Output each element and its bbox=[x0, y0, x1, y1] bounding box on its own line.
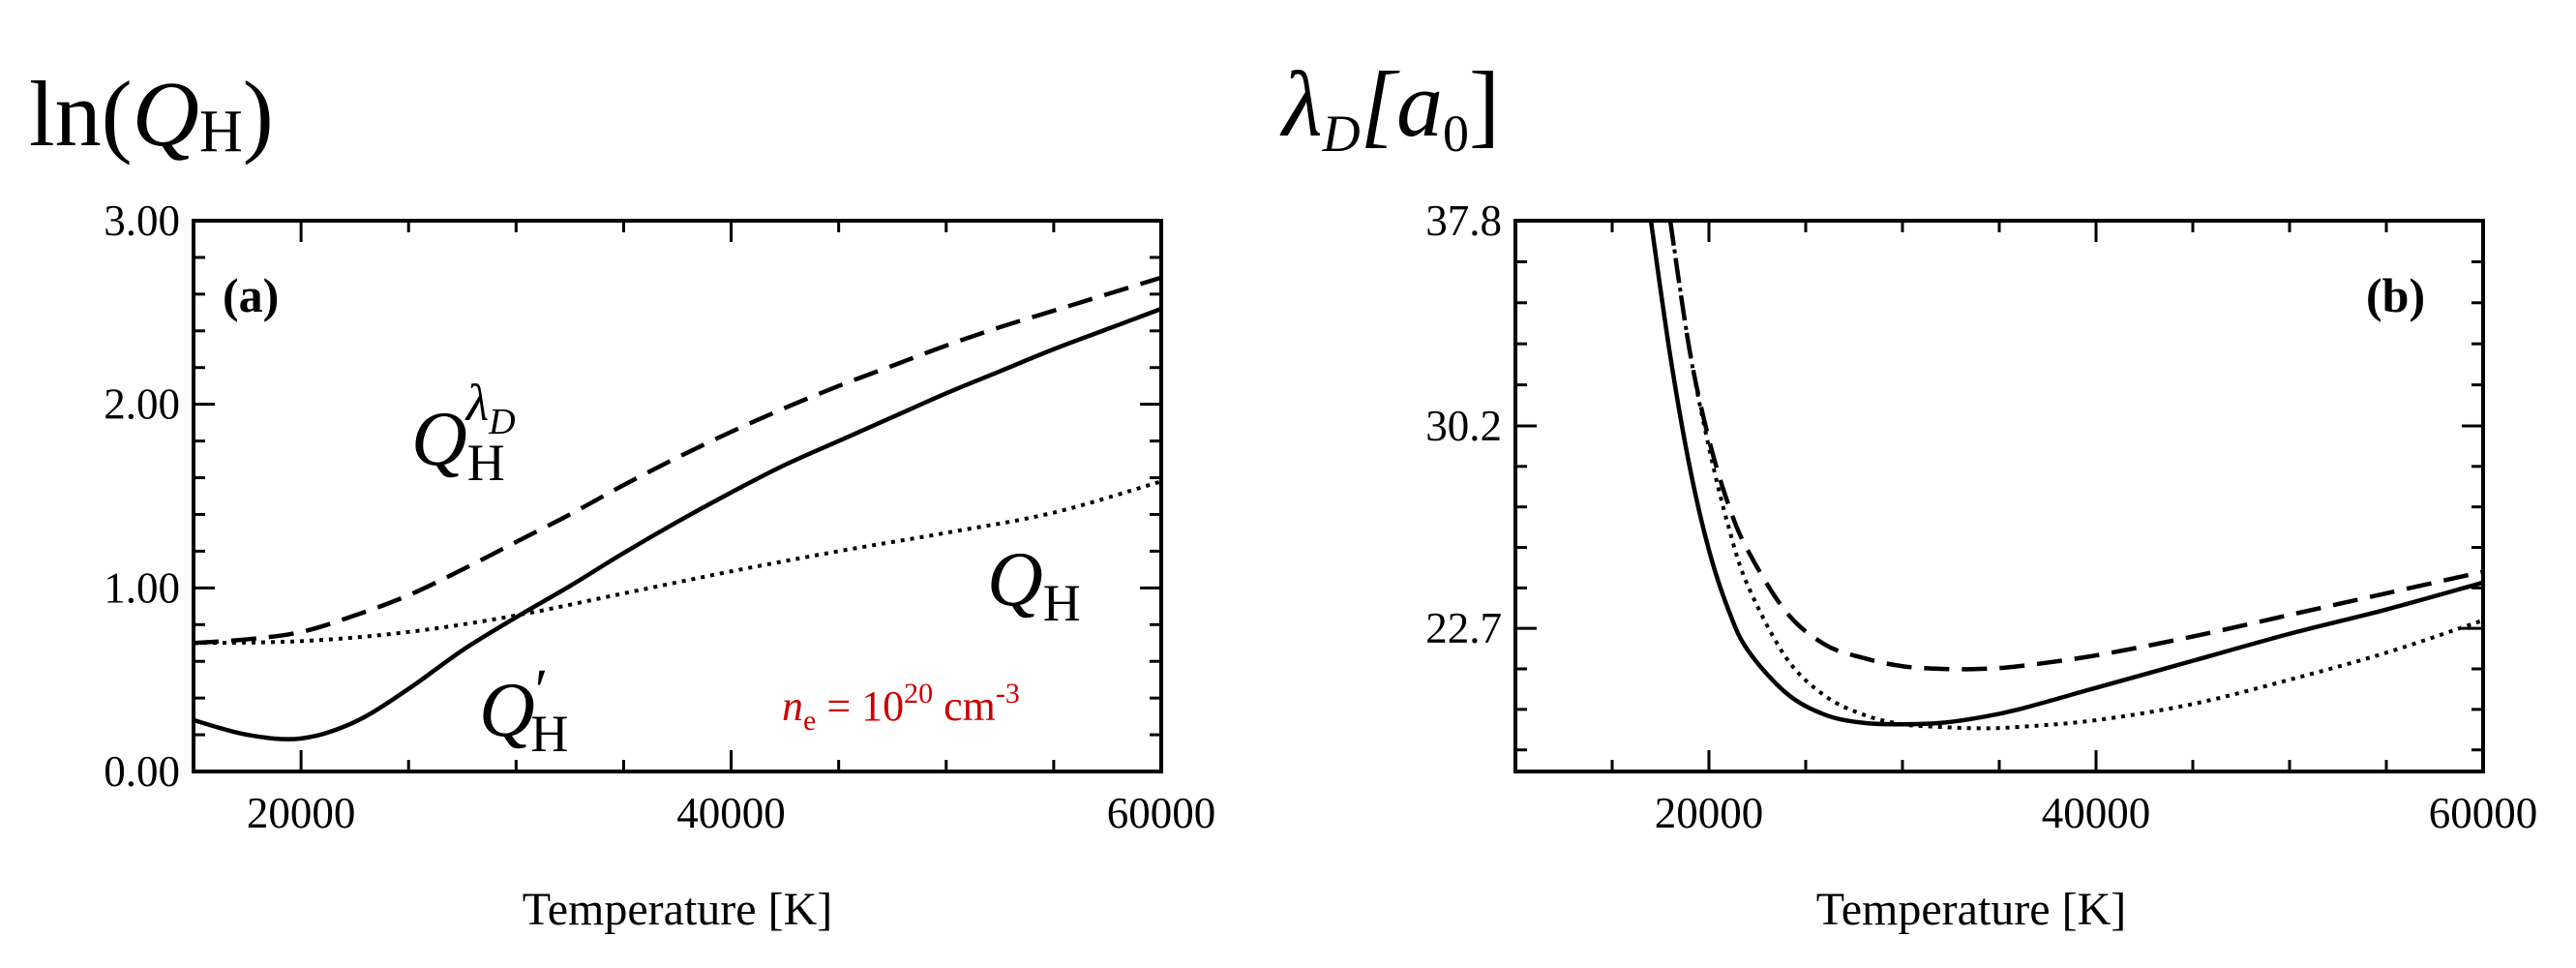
density-annotation: ne = 1020 cm-3 bbox=[782, 678, 1020, 737]
panel-a-ytick-label: 2.00 bbox=[104, 380, 180, 429]
panel-b-ylabel-bracket: [a bbox=[1361, 52, 1443, 156]
label-q-lambda-sub: H bbox=[467, 434, 505, 492]
panel-a-xlabel: Temperature [K] bbox=[523, 884, 832, 935]
panel-b-xlabel: Temperature [K] bbox=[1816, 884, 2126, 935]
label-q-prime-sub: H bbox=[530, 705, 568, 763]
panel-b-ylabel-bracket-sub: 0 bbox=[1443, 105, 1469, 163]
panel-b-series-solid bbox=[1648, 221, 2483, 727]
panel-b-series-dotted bbox=[1668, 221, 2483, 731]
panel-b-ylabel-close: ] bbox=[1469, 52, 1500, 156]
label-q-prime: Q′ H bbox=[479, 658, 568, 763]
panel-a-series-solid bbox=[194, 306, 1161, 741]
density-sub: e bbox=[803, 705, 816, 737]
panel-a-ylabel-main: ln( bbox=[29, 62, 133, 166]
panel-a-curves bbox=[194, 275, 1161, 741]
panel-a-ylabel-close: ) bbox=[243, 62, 274, 166]
panel-b-ylabel-sub: D bbox=[1322, 105, 1361, 163]
panel-a-xtick-label: 60000 bbox=[1107, 789, 1216, 837]
panel-a-ylabel-sym: Q bbox=[133, 62, 199, 166]
density-n: n bbox=[782, 682, 803, 730]
density-unit: cm bbox=[933, 682, 996, 730]
panel-b-ytick-label: 37.8 bbox=[1425, 197, 1502, 245]
panel-a-ytick-label: 3.00 bbox=[104, 197, 180, 245]
panel-b-ytick-label: 30.2 bbox=[1425, 402, 1502, 450]
label-q-h-sub: H bbox=[1043, 574, 1081, 632]
panel-b-xtick-label: 20000 bbox=[1655, 789, 1764, 837]
label-q-h: QH bbox=[987, 537, 1081, 632]
label-q-lambda-sym: Q bbox=[411, 397, 467, 482]
panel-b-xtick-label: 40000 bbox=[2042, 789, 2151, 837]
panel-a-ytick-label: 0.00 bbox=[104, 747, 180, 796]
label-q-prime-mark: ′ bbox=[535, 658, 549, 724]
panel-b-letter: (b) bbox=[2366, 268, 2425, 322]
label-q-lambda-sup-sub: D bbox=[488, 402, 515, 442]
label-q-lambda-sup: λ bbox=[464, 374, 489, 432]
panel-a-frame bbox=[192, 219, 1163, 773]
panel-b-curves bbox=[1648, 221, 2483, 731]
label-q-lambda: QHλD bbox=[411, 374, 516, 492]
panel-a-ylabel: ln(QH) bbox=[29, 62, 274, 166]
panel-a-series-dashed bbox=[194, 275, 1161, 646]
label-q-h-sym: Q bbox=[987, 537, 1043, 622]
panel-b-ytick-label: 22.7 bbox=[1425, 604, 1502, 652]
panel-a-xtick-label: 20000 bbox=[247, 789, 356, 837]
panel-b-axes: 20000 40000 60000 22.7 30.2 37.8 bbox=[1425, 197, 2537, 837]
density-unit-exp: -3 bbox=[996, 678, 1020, 710]
panel-a-axes: 20000 40000 60000 0.00 1.00 2.00 3.00 bbox=[104, 197, 1215, 837]
panel-a-letter: (a) bbox=[223, 268, 279, 322]
panel-b: λD[a0] 20000 40000 60000 22.7 30.2 37.8 (b) T… bbox=[1279, 52, 2537, 935]
panel-a-xtick-label: 40000 bbox=[676, 789, 786, 837]
panel-b-ylabel-main: λ bbox=[1279, 52, 1323, 156]
density-eq: = 10 bbox=[816, 682, 904, 730]
panel-a-ylabel-sub: H bbox=[199, 99, 243, 165]
panel-b-ylabel: λD[a0] bbox=[1279, 52, 1500, 163]
panel-b-xtick-label: 60000 bbox=[2429, 789, 2538, 837]
panel-b-series-dashed bbox=[1667, 221, 2483, 672]
panel-a-ytick-label: 1.00 bbox=[104, 563, 180, 612]
label-q-prime-sym: Q bbox=[479, 668, 535, 753]
density-exp: 20 bbox=[904, 678, 933, 710]
